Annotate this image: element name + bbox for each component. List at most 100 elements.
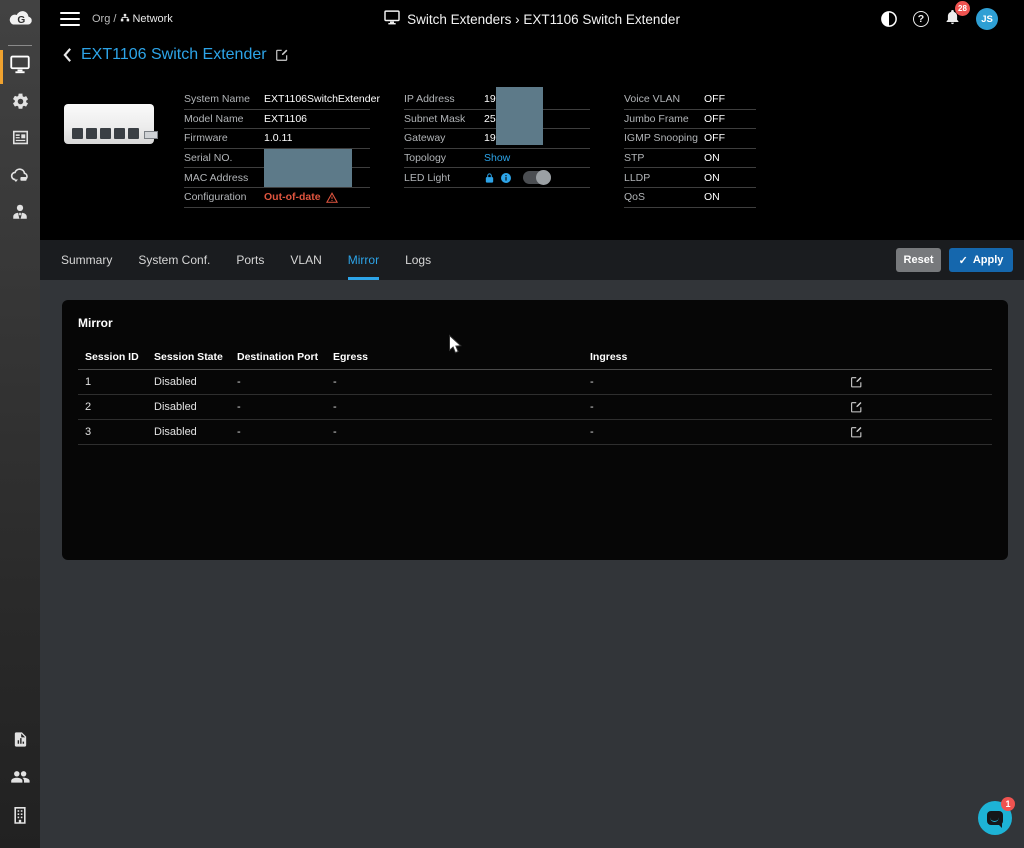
info-row-gateway: Gateway 192 <box>404 129 590 149</box>
chat-bubble-icon <box>987 811 1003 828</box>
device-summary-panel: EXT1106 Switch Extender System Name EXT <box>40 38 1024 240</box>
sidebar: G <box>0 0 40 848</box>
person-tie-icon <box>11 203 29 226</box>
users-icon <box>10 769 30 790</box>
content-area: Mirror Session ID Session State Destinat… <box>40 280 1024 848</box>
col-session-id: Session ID <box>85 350 139 363</box>
device-photo <box>62 98 158 148</box>
info-icon[interactable] <box>500 172 512 184</box>
theme-contrast-button[interactable] <box>880 10 898 28</box>
edit-session-button[interactable] <box>850 401 863 414</box>
edit-session-button[interactable] <box>850 376 863 389</box>
redaction-box <box>496 87 543 145</box>
topology-show-link[interactable]: Show <box>484 152 511 165</box>
tab-bar: Summary System Conf. Ports VLAN Mirror L… <box>40 240 1024 280</box>
sidebar-item-devices[interactable] <box>0 50 40 84</box>
card-title: Mirror <box>78 316 113 330</box>
monitor-icon <box>384 10 400 28</box>
top-bar: Org / Network Switch Extenders › EXT1106… <box>40 0 1024 38</box>
avatar[interactable]: JS <box>976 8 998 30</box>
apply-button[interactable]: ✓ Apply <box>949 248 1013 272</box>
table-row-session-1: 1 Disabled - - - <box>78 370 992 395</box>
breadcrumb[interactable]: Org / Network <box>92 13 173 26</box>
info-column-identity: System Name EXT1106SwitchExtender Model … <box>184 90 380 208</box>
info-row-voice-vlan: Voice VLAN OFF <box>624 90 756 110</box>
brand-logo[interactable]: G <box>0 4 40 38</box>
info-row-configuration: Configuration Out-of-date <box>184 188 370 208</box>
table-row-session-2: 2 Disabled - - - <box>78 395 992 420</box>
hamburger-menu-button[interactable] <box>60 12 80 26</box>
lock-icon <box>484 172 495 184</box>
newspaper-icon <box>11 128 30 152</box>
col-egress: Egress <box>333 350 369 363</box>
sidebar-divider <box>8 45 32 46</box>
header-title-text: Switch Extenders › EXT1106 Switch Extend… <box>407 11 680 27</box>
report-doc-icon <box>12 730 29 754</box>
chat-widget-button[interactable]: 1 <box>978 797 1015 835</box>
gear-icon <box>11 92 30 116</box>
question-mark-icon: ? <box>913 11 929 27</box>
check-icon: ✓ <box>958 254 968 267</box>
info-row-jumbo-frame: Jumbo Frame OFF <box>624 110 756 130</box>
info-row-lldp: LLDP ON <box>624 168 756 188</box>
info-row-topology: Topology Show <box>404 149 590 169</box>
col-ingress: Ingress <box>590 350 628 363</box>
active-indicator <box>0 50 3 84</box>
sidebar-item-news[interactable] <box>0 123 40 157</box>
info-row-igmp: IGMP Snooping OFF <box>624 129 756 149</box>
help-button[interactable]: ? <box>913 11 929 27</box>
config-status-text: Out-of-date <box>264 191 321 204</box>
info-row-led-light: LED Light <box>404 168 590 188</box>
info-row-stp: STP ON <box>624 149 756 169</box>
reset-button[interactable]: Reset <box>896 248 941 272</box>
page-title: EXT1106 Switch Extender <box>81 46 267 63</box>
sidebar-item-users[interactable] <box>0 762 40 796</box>
monitor-icon <box>10 55 30 79</box>
col-session-state: Session State <box>154 350 223 363</box>
breadcrumb-network[interactable]: Network <box>132 13 173 25</box>
tab-summary[interactable]: Summary <box>61 253 113 267</box>
main-area: Org / Network Switch Extenders › EXT1106… <box>40 0 1024 848</box>
sidebar-item-firmware[interactable] <box>0 160 40 194</box>
redaction-box <box>264 149 352 187</box>
mirror-table: Session ID Session State Destination Por… <box>78 344 992 445</box>
info-row-qos: QoS ON <box>624 188 756 208</box>
info-row-firmware: Firmware 1.0.11 <box>184 129 370 149</box>
info-row-model-name: Model Name EXT1106 <box>184 110 370 130</box>
tab-system-conf[interactable]: System Conf. <box>138 253 211 267</box>
notifications-button[interactable]: 28 <box>944 0 970 31</box>
notification-count-badge: 28 <box>955 0 970 16</box>
cloud-sync-icon <box>10 166 30 189</box>
tab-ports[interactable]: Ports <box>236 253 265 267</box>
warning-icon <box>325 191 338 203</box>
cloud-g-logo-icon: G <box>7 7 34 36</box>
info-row-mac: MAC Address <box>184 168 370 188</box>
tab-logs[interactable]: Logs <box>405 253 432 267</box>
info-row-system-name: System Name EXT1106SwitchExtender <box>184 90 380 110</box>
sidebar-item-reports[interactable] <box>0 725 40 759</box>
led-light-toggle[interactable] <box>523 169 551 185</box>
mirror-card: Mirror Session ID Session State Destinat… <box>62 300 1008 560</box>
sidebar-item-settings[interactable] <box>0 87 40 121</box>
edit-name-button[interactable] <box>275 48 289 62</box>
apply-label: Apply <box>972 254 1004 266</box>
sidebar-item-organization[interactable] <box>0 800 40 834</box>
table-row-session-3: 3 Disabled - - - <box>78 420 992 445</box>
header-title: Switch Extenders › EXT1106 Switch Extend… <box>40 10 1024 28</box>
info-column-network: IP Address 192 Subnet Mask 255 Gateway 1… <box>404 87 590 188</box>
tab-mirror[interactable]: Mirror <box>347 240 380 280</box>
back-button[interactable] <box>62 47 73 63</box>
col-destination-port: Destination Port <box>237 350 319 363</box>
sidebar-item-admin[interactable] <box>0 197 40 231</box>
breadcrumb-org[interactable]: Org / <box>92 13 117 25</box>
edit-session-button[interactable] <box>850 426 863 439</box>
tab-vlan[interactable]: VLAN <box>290 253 322 267</box>
building-icon <box>12 806 28 829</box>
svg-text:G: G <box>17 14 25 25</box>
chat-unread-badge: 1 <box>1001 797 1015 811</box>
bell-icon <box>944 8 961 31</box>
table-header-row: Session ID Session State Destination Por… <box>78 344 992 370</box>
network-topology-icon <box>120 13 130 26</box>
info-column-features: Voice VLAN OFF Jumbo Frame OFF IGMP Snoo… <box>624 90 756 208</box>
